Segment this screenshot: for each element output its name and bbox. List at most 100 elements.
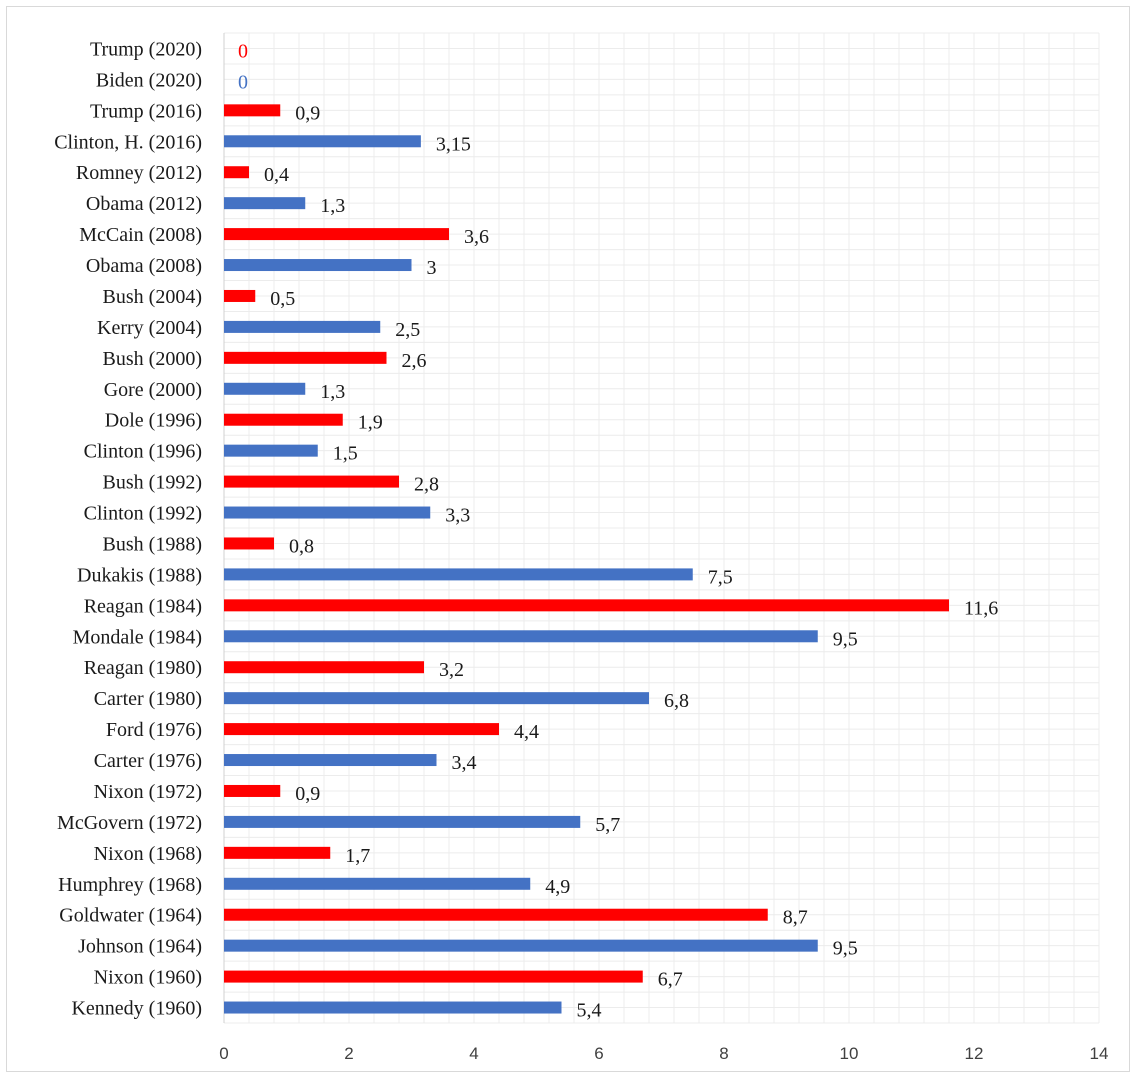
bar — [224, 692, 649, 705]
data-label: 11,6 — [964, 597, 998, 619]
data-label: 5,7 — [595, 814, 620, 836]
data-label: 3 — [427, 257, 437, 279]
bar — [224, 661, 424, 674]
bar — [224, 939, 818, 952]
data-label: 0,5 — [270, 288, 295, 310]
grid — [223, 32, 1100, 1024]
category-label: Kennedy (1960) — [71, 998, 202, 1020]
data-label: 3,3 — [445, 505, 470, 527]
data-label: 4,9 — [545, 876, 570, 898]
data-label: 7,5 — [708, 566, 733, 588]
data-label: 0 — [238, 40, 248, 62]
bar — [224, 475, 399, 488]
labels: Trump (2020) 0 Biden (2020) 0 Trump (2016) 0,… — [54, 38, 1108, 1063]
bar — [224, 104, 281, 117]
bar — [224, 908, 768, 921]
bar — [224, 846, 331, 859]
data-label: 1,9 — [358, 412, 383, 434]
x-tick-label: 8 — [719, 1044, 728, 1063]
bar — [224, 228, 449, 241]
category-label: Bush (2000) — [103, 348, 202, 370]
bar — [224, 289, 256, 302]
category-label: Carter (1976) — [94, 750, 202, 772]
category-label: McGovern (1972) — [57, 812, 202, 834]
x-tick-label: 10 — [840, 1044, 859, 1063]
category-label: Humphrey (1968) — [58, 874, 202, 896]
category-label: Obama (2012) — [86, 193, 202, 215]
data-label: 4,4 — [514, 721, 539, 743]
category-label: Bush (1988) — [103, 533, 202, 555]
data-label: 2,8 — [414, 474, 439, 496]
data-label: 1,5 — [333, 443, 358, 465]
category-label: Goldwater (1964) — [59, 905, 202, 927]
bar — [224, 630, 818, 643]
bar — [224, 877, 531, 890]
data-label: 6,8 — [664, 690, 689, 712]
category-label: Clinton, H. (2016) — [54, 131, 202, 153]
data-label: 3,2 — [439, 659, 464, 681]
data-label: 1,7 — [345, 845, 370, 867]
bar — [224, 197, 306, 210]
data-label: 9,5 — [833, 938, 858, 960]
data-label: 1,3 — [320, 195, 345, 217]
data-label: 8,7 — [783, 907, 808, 929]
bar — [224, 320, 381, 333]
category-label: Clinton (1992) — [84, 503, 202, 525]
bar — [224, 382, 306, 395]
category-label: Obama (2008) — [86, 255, 202, 277]
category-label: Bush (2004) — [103, 286, 202, 308]
category-label: Gore (2000) — [104, 379, 202, 401]
category-label: Johnson (1964) — [78, 936, 202, 958]
category-label: Nixon (1968) — [94, 843, 202, 865]
bars — [224, 104, 949, 1014]
data-label: 3,6 — [464, 226, 489, 248]
bar — [224, 259, 412, 272]
data-label: 3,4 — [452, 752, 477, 774]
bar — [224, 135, 421, 148]
category-label: Clinton (1996) — [84, 441, 202, 463]
category-label: Dole (1996) — [105, 410, 202, 432]
data-label: 0,9 — [295, 102, 320, 124]
x-tick-label: 6 — [594, 1044, 603, 1063]
x-tick-label: 14 — [1090, 1044, 1109, 1063]
bar — [224, 444, 318, 457]
data-label: 6,7 — [658, 969, 683, 991]
category-label: Biden (2020) — [96, 69, 202, 91]
bar — [224, 1001, 562, 1014]
data-label: 3,15 — [436, 133, 471, 155]
data-label: 0 — [238, 71, 248, 93]
category-label: Carter (1980) — [94, 688, 202, 710]
bar — [224, 351, 387, 364]
category-label: McCain (2008) — [79, 224, 202, 246]
bar — [224, 754, 437, 767]
data-label: 1,3 — [320, 381, 345, 403]
category-label: Kerry (2004) — [97, 317, 202, 339]
category-label: Reagan (1980) — [84, 657, 202, 679]
data-label: 0,4 — [264, 164, 289, 186]
data-label: 2,5 — [395, 319, 420, 341]
category-label: Reagan (1984) — [84, 595, 202, 617]
category-label: Trump (2020) — [90, 38, 202, 60]
bar — [224, 815, 581, 828]
x-tick-label: 12 — [965, 1044, 984, 1063]
bar — [224, 568, 693, 581]
x-tick-label: 0 — [219, 1044, 228, 1063]
bar — [224, 166, 249, 179]
bar — [224, 970, 643, 983]
data-label: 2,6 — [402, 350, 427, 372]
category-label: Romney (2012) — [76, 162, 202, 184]
category-label: Ford (1976) — [106, 719, 202, 741]
category-label: Nixon (1972) — [94, 781, 202, 803]
category-label: Nixon (1960) — [94, 967, 202, 989]
bar — [224, 784, 281, 797]
category-label: Trump (2016) — [90, 100, 202, 122]
data-label: 5,4 — [577, 1000, 602, 1022]
x-tick-label: 4 — [469, 1044, 478, 1063]
bar — [224, 599, 949, 612]
category-label: Bush (1992) — [103, 472, 202, 494]
data-label: 9,5 — [833, 628, 858, 650]
bar — [224, 413, 343, 426]
data-label: 0,9 — [295, 783, 320, 805]
category-label: Dukakis (1988) — [77, 564, 202, 586]
